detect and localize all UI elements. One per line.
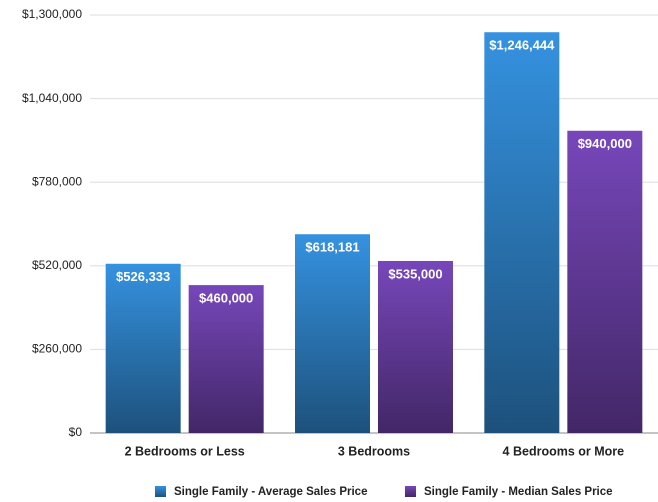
legend-swatch xyxy=(155,486,166,497)
value-label: $618,181 xyxy=(305,240,359,255)
y-tick-label: $1,040,000 xyxy=(22,91,82,105)
bar xyxy=(484,32,560,434)
y-tick-label: $0 xyxy=(69,425,83,439)
value-label: $460,000 xyxy=(199,291,253,306)
x-tick-label: 4 Bedrooms or More xyxy=(503,444,625,458)
value-label: $535,000 xyxy=(388,266,442,281)
value-label: $940,000 xyxy=(578,136,632,151)
y-tick-label: $520,000 xyxy=(32,258,82,272)
bar xyxy=(105,263,181,433)
y-tick-label: $780,000 xyxy=(32,174,82,188)
value-label: $526,333 xyxy=(116,269,170,284)
y-tick-label: $260,000 xyxy=(32,342,82,356)
bar xyxy=(378,260,453,433)
legend-label: Single Family - Median Sales Price xyxy=(424,486,613,498)
x-tick-label: 2 Bedrooms or Less xyxy=(125,444,245,458)
bar xyxy=(188,285,264,433)
y-tick-label: $1,300,000 xyxy=(22,7,82,21)
bar xyxy=(295,234,370,433)
legend-swatch xyxy=(405,486,416,497)
bar xyxy=(567,130,643,433)
x-tick-label: 3 Bedrooms xyxy=(338,444,410,458)
legend-label: Single Family - Average Sales Price xyxy=(174,486,367,498)
value-label: $1,246,444 xyxy=(489,38,555,53)
